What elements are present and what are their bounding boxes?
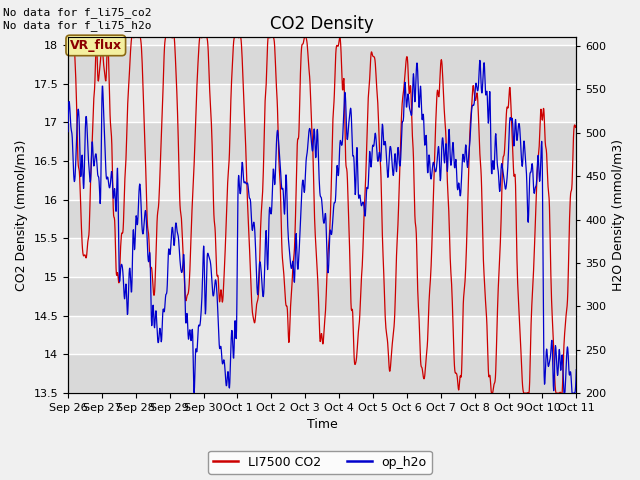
Text: No data for f_li75_co2
No data for f_li75_h2o: No data for f_li75_co2 No data for f_li7… bbox=[3, 7, 152, 31]
Bar bbox=[68, 354, 576, 393]
Y-axis label: H2O Density (mmol/m3): H2O Density (mmol/m3) bbox=[612, 139, 625, 291]
Y-axis label: CO2 Density (mmol/m3): CO2 Density (mmol/m3) bbox=[15, 140, 28, 291]
Legend: LI7500 CO2, op_h2o: LI7500 CO2, op_h2o bbox=[209, 451, 431, 474]
Title: CO2 Density: CO2 Density bbox=[270, 15, 374, 33]
X-axis label: Time: Time bbox=[307, 419, 337, 432]
Bar bbox=[68, 200, 576, 239]
Bar bbox=[68, 277, 576, 316]
Text: VR_flux: VR_flux bbox=[70, 39, 122, 52]
Bar bbox=[68, 45, 576, 84]
Bar bbox=[68, 122, 576, 161]
